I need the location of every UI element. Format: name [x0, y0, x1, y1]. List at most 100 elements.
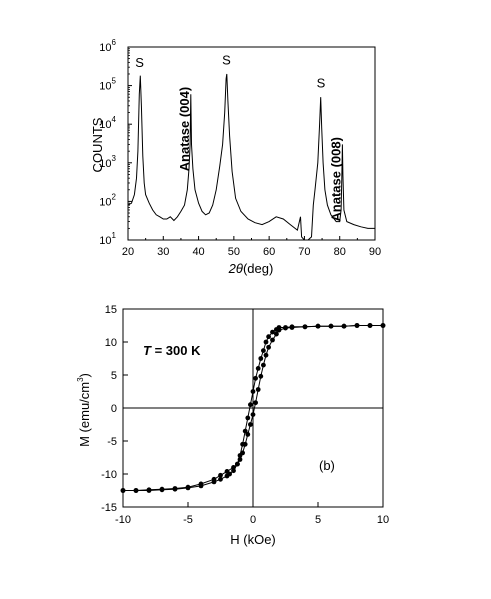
- mh-data-point: [341, 323, 347, 329]
- xrd-x-tick-label: 30: [157, 246, 169, 258]
- mh-data-point: [302, 324, 308, 330]
- mh-data-point: [133, 488, 139, 493]
- mh-data-point: [261, 362, 266, 368]
- mh-data-point: [328, 323, 334, 329]
- xrd-ticks: [127, 46, 376, 241]
- mh-data-point: [159, 486, 165, 492]
- mh-data-point: [270, 337, 275, 343]
- xrd-y-tick-exp: 6: [112, 38, 117, 47]
- mh-y-tick-label: 0: [111, 403, 117, 415]
- mh-data-point: [235, 461, 240, 467]
- mh-data-point: [172, 486, 178, 491]
- xrd-x-axis-unit: (deg): [243, 261, 273, 276]
- xrd-x-axis-symbol: 2θ: [228, 261, 243, 276]
- mh-data-point: [253, 400, 258, 406]
- xrd-pattern-line: [127, 73, 375, 241]
- mh-zero-lines: [123, 309, 383, 507]
- mh-data-point: [253, 375, 258, 381]
- xrd-y-tick-label: 103: [99, 154, 116, 170]
- mh-x-tick-label: -10: [115, 514, 131, 526]
- xrd-y-tick-label: 102: [99, 192, 116, 208]
- xrd-x-tick-label: 50: [228, 246, 240, 258]
- mh-data-point: [266, 344, 271, 350]
- xrd-annotations: S Anatase (004) S S Anatase (008): [135, 53, 343, 222]
- mh-y-tick-label: 10: [105, 337, 117, 349]
- xrd-y-tick-exp: 4: [112, 115, 117, 124]
- mh-data-point: [224, 473, 230, 479]
- mh-series: [120, 323, 386, 493]
- xrd-y-tick-base: 10: [99, 42, 111, 54]
- mh-y-axis-exp: 3: [76, 377, 85, 382]
- mh-data-point: [261, 348, 266, 353]
- mh-data-point: [250, 389, 256, 394]
- mh-data-point: [211, 476, 217, 482]
- mh-data-point: [198, 481, 204, 487]
- mh-data-point: [263, 339, 269, 345]
- mh-x-tick-label: 0: [250, 514, 256, 526]
- xrd-y-tick-label: 101: [99, 231, 116, 247]
- xrd-y-tick-exp: 1: [112, 231, 117, 240]
- mh-data-point: [289, 325, 295, 330]
- xrd-x-tick-labels: 20 30 40 50 60 70 80 90: [122, 246, 381, 258]
- mh-y-axis-close: ): [77, 373, 92, 377]
- mh-temperature-symbol: T: [143, 343, 152, 358]
- mh-temperature-value: = 300 K: [151, 343, 201, 358]
- mh-data-point: [231, 465, 236, 470]
- mh-data-point: [185, 484, 191, 490]
- mh-data-point: [240, 450, 246, 456]
- xrd-y-tick-base: 10: [99, 235, 111, 247]
- mh-data-point: [258, 373, 264, 379]
- xrd-y-tick-base: 10: [99, 158, 111, 170]
- mh-data-point: [242, 428, 248, 434]
- xrd-x-axis-title: 2θ(deg): [228, 261, 274, 276]
- mh-data-point: [255, 387, 261, 392]
- mh-y-axis-text: M (emu/cm: [77, 382, 92, 447]
- mh-data-point: [248, 422, 253, 427]
- mh-y-tick-labels: -15 -10 -5 0 5 10 15: [101, 304, 117, 514]
- mh-data-point: [270, 329, 275, 335]
- xrd-peak-annotation: S: [317, 75, 326, 90]
- mh-x-axis-title: H (kOe): [230, 532, 276, 547]
- mh-temperature-label: T = 300 K: [143, 343, 201, 358]
- mh-data-point: [248, 402, 253, 408]
- xrd-y-tick-label: 104: [99, 115, 116, 131]
- xrd-x-tick-label: 40: [192, 246, 204, 258]
- mh-y-tick-label: 15: [105, 304, 117, 316]
- mh-data-point: [146, 487, 152, 493]
- xrd-y-tick-label: 106: [99, 38, 116, 54]
- mh-data-point: [263, 352, 269, 358]
- xrd-y-tick-base: 10: [99, 196, 111, 208]
- mh-data-point: [274, 331, 279, 337]
- xrd-x-tick-label: 90: [369, 246, 381, 258]
- xrd-peak-annotation: S: [222, 53, 231, 68]
- mh-data-point: [237, 457, 243, 462]
- mh-y-tick-label: 5: [111, 370, 117, 382]
- xrd-x-tick-label: 70: [298, 246, 310, 258]
- mh-branch-2: [120, 323, 386, 493]
- xrd-peak-annotation: Anatase (004): [177, 87, 192, 172]
- mh-x-tick-label: -5: [183, 514, 193, 526]
- xrd-y-tick-base: 10: [99, 119, 111, 131]
- mh-data-point: [255, 366, 261, 371]
- mh-data-point: [245, 415, 251, 421]
- xrd-peak-annotation: Anatase (008): [329, 137, 344, 222]
- mh-y-tick-label: -10: [101, 469, 117, 481]
- mh-y-tick-label: -5: [107, 436, 117, 448]
- mh-data-point: [231, 468, 236, 474]
- mh-data-point: [354, 323, 360, 328]
- xrd-peak-annotation: S: [135, 55, 144, 70]
- mh-data-point: [245, 432, 251, 437]
- mh-data-point: [276, 327, 282, 333]
- xrd-x-tick-label: 60: [263, 246, 275, 258]
- xrd-y-tick-label: 105: [99, 77, 116, 93]
- xrd-y-tick-base: 10: [99, 81, 111, 93]
- mh-data-point: [120, 488, 126, 493]
- xrd-y-axis-title: COUNTS: [90, 117, 105, 172]
- mh-x-tick-label: 10: [377, 514, 389, 526]
- xrd-x-tick-label: 20: [122, 246, 134, 258]
- mh-data-point: [283, 325, 288, 331]
